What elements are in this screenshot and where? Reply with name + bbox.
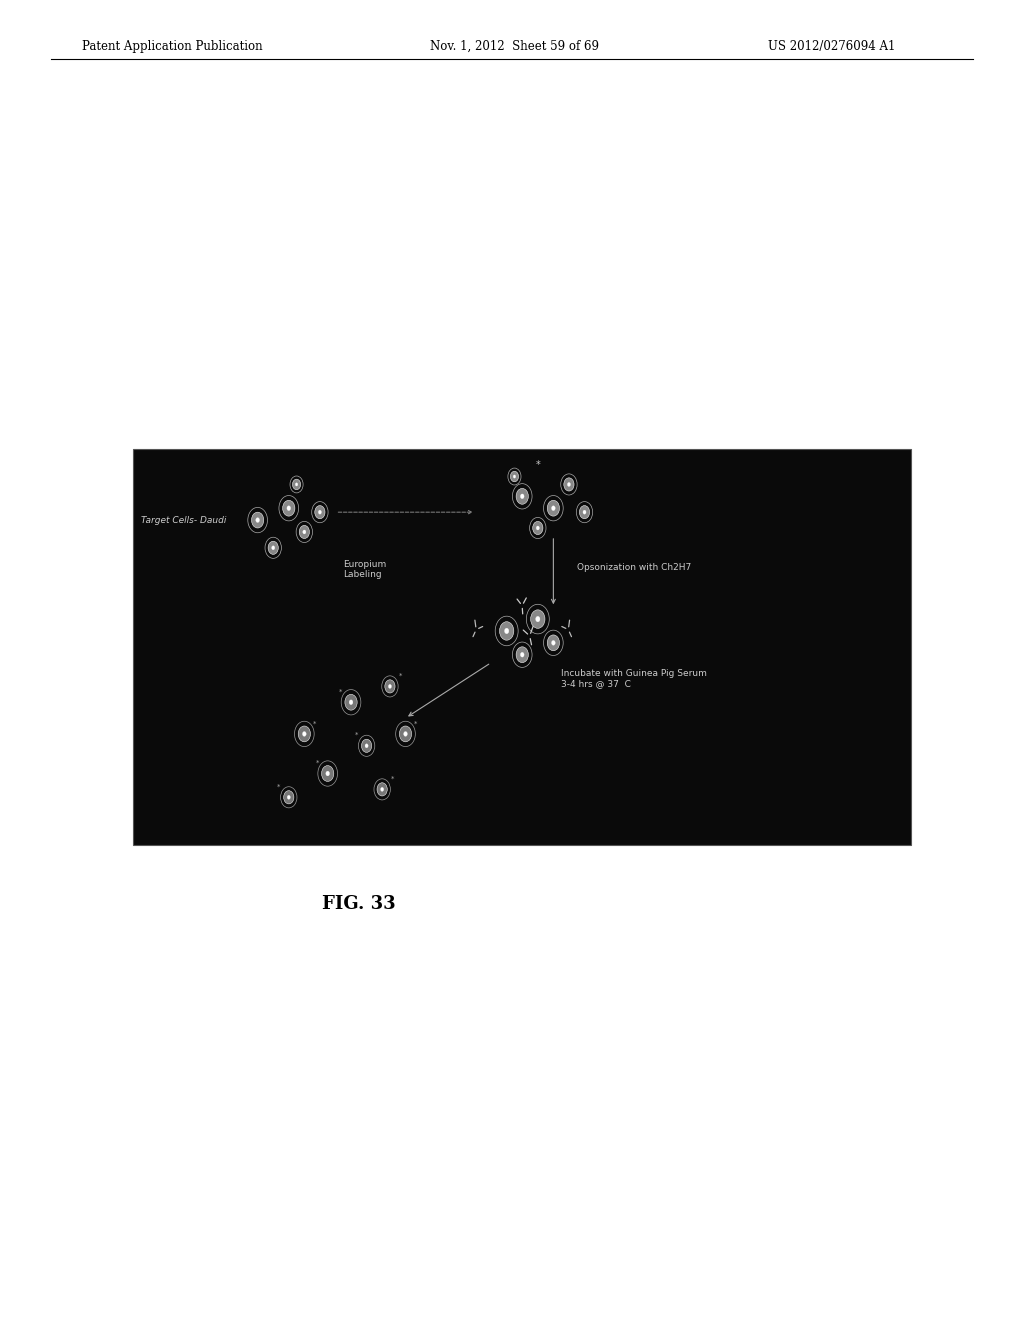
Circle shape — [314, 506, 325, 519]
Circle shape — [567, 482, 570, 486]
Circle shape — [349, 700, 353, 705]
Circle shape — [399, 726, 412, 742]
Text: Target Cells- Daudi: Target Cells- Daudi — [141, 516, 226, 524]
Text: *: * — [313, 721, 316, 726]
Circle shape — [377, 783, 387, 796]
Circle shape — [252, 512, 264, 528]
Text: *: * — [339, 689, 342, 694]
Circle shape — [516, 488, 528, 504]
Circle shape — [552, 506, 555, 511]
Circle shape — [388, 684, 391, 689]
Text: Incubate with Guinea Pig Serum
3-4 hrs @ 37  C: Incubate with Guinea Pig Serum 3-4 hrs @… — [561, 669, 707, 688]
Text: Patent Application Publication: Patent Application Publication — [82, 40, 262, 53]
Circle shape — [403, 731, 408, 737]
Circle shape — [303, 529, 306, 535]
Text: *: * — [391, 776, 394, 781]
Circle shape — [318, 510, 322, 513]
Circle shape — [516, 647, 528, 663]
Text: FIG. 33: FIG. 33 — [322, 895, 395, 913]
Circle shape — [256, 517, 259, 523]
Circle shape — [536, 616, 540, 622]
Circle shape — [385, 680, 395, 693]
Text: *: * — [315, 760, 319, 766]
Circle shape — [547, 635, 559, 651]
Bar — [133, 449, 911, 845]
Circle shape — [381, 787, 384, 792]
Circle shape — [532, 521, 543, 535]
Circle shape — [505, 628, 509, 634]
Circle shape — [365, 743, 369, 747]
Circle shape — [520, 652, 524, 657]
Circle shape — [500, 622, 514, 640]
Circle shape — [322, 766, 334, 781]
Circle shape — [345, 694, 357, 710]
Circle shape — [361, 739, 372, 752]
Circle shape — [510, 471, 518, 482]
Circle shape — [547, 500, 559, 516]
Circle shape — [564, 478, 574, 491]
Circle shape — [537, 525, 540, 529]
Circle shape — [520, 494, 524, 499]
Circle shape — [284, 791, 294, 804]
Circle shape — [287, 506, 291, 511]
Text: *: * — [414, 721, 418, 726]
Circle shape — [580, 506, 590, 519]
Text: US 2012/0276094 A1: US 2012/0276094 A1 — [768, 40, 895, 53]
Circle shape — [293, 479, 301, 490]
Text: Opsonization with Ch2H7: Opsonization with Ch2H7 — [577, 564, 691, 572]
Text: Europium
Labeling: Europium Labeling — [343, 560, 386, 579]
Circle shape — [298, 726, 310, 742]
Circle shape — [268, 541, 279, 554]
Circle shape — [271, 546, 274, 550]
Circle shape — [513, 475, 516, 478]
Circle shape — [299, 525, 309, 539]
Text: *: * — [398, 673, 401, 678]
Circle shape — [287, 795, 291, 800]
Circle shape — [552, 640, 555, 645]
Text: *: * — [276, 784, 281, 789]
Circle shape — [283, 500, 295, 516]
Text: Nov. 1, 2012  Sheet 59 of 69: Nov. 1, 2012 Sheet 59 of 69 — [430, 40, 599, 53]
Circle shape — [530, 610, 545, 628]
Circle shape — [326, 771, 330, 776]
Text: *: * — [536, 459, 541, 470]
Circle shape — [295, 483, 298, 486]
Text: *: * — [354, 733, 358, 738]
Circle shape — [583, 510, 586, 513]
Circle shape — [302, 731, 306, 737]
